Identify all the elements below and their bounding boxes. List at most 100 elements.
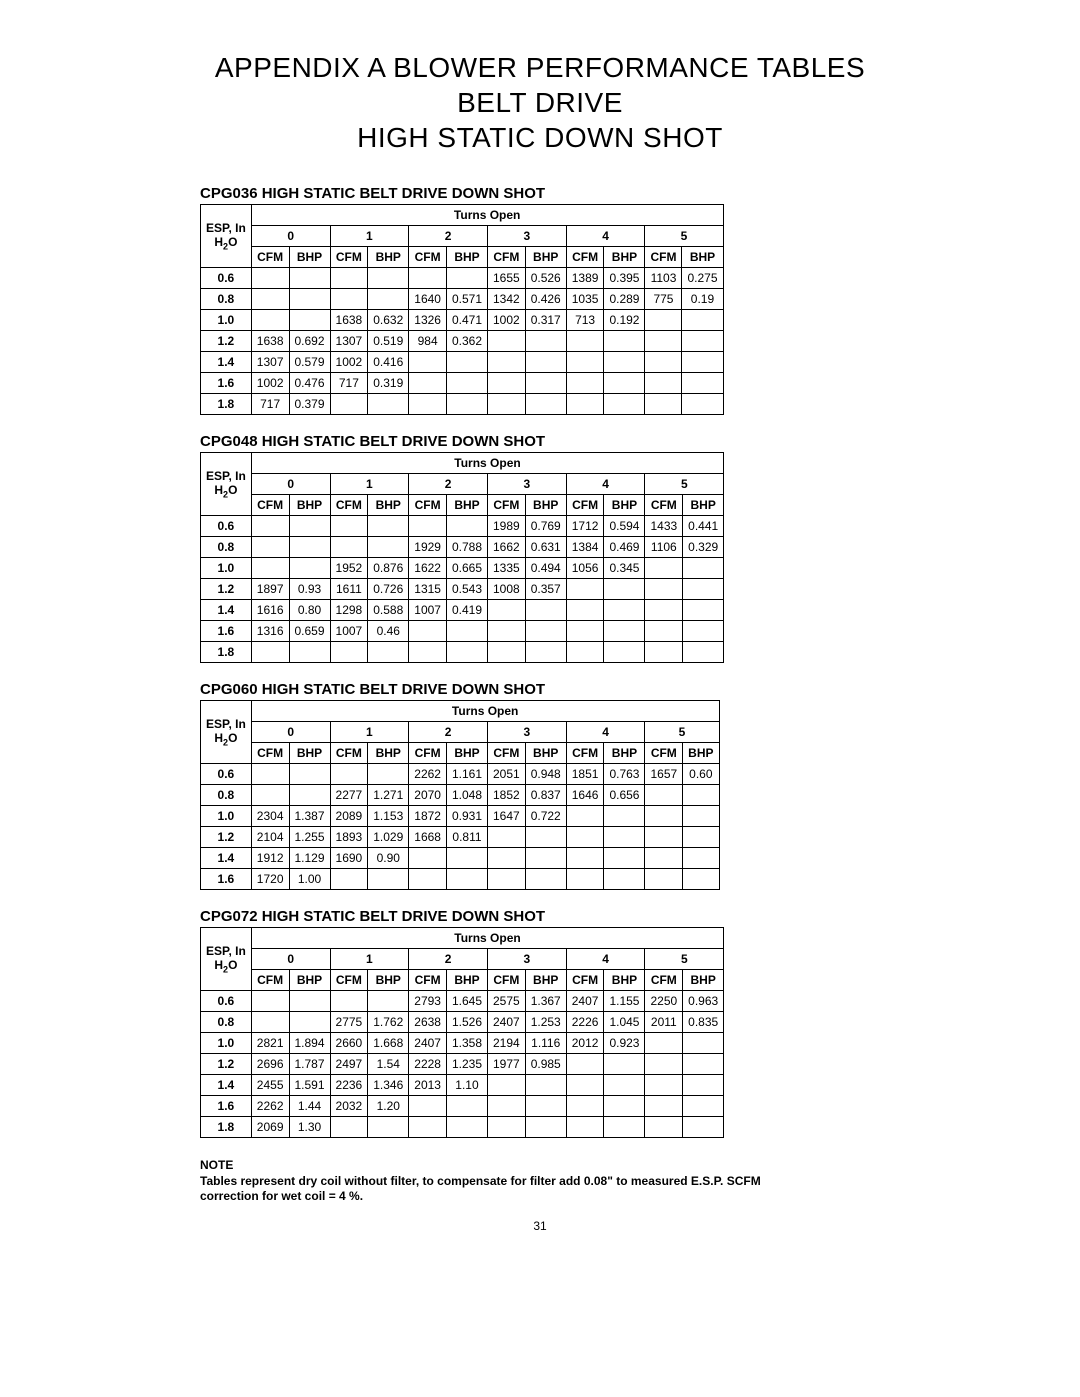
data-cell (251, 642, 289, 663)
data-cell: 1622 (409, 558, 447, 579)
data-cell (682, 310, 723, 331)
esp-value: 1.0 (201, 1033, 252, 1054)
subcol-header: BHP (289, 495, 330, 516)
data-cell (368, 642, 409, 663)
data-cell: 0.665 (446, 558, 487, 579)
table-row: 1.023041.38720891.15318720.93116470.722 (201, 806, 720, 827)
page-title-block: APPENDIX A BLOWER PERFORMANCE TABLES BEL… (60, 50, 1020, 155)
data-cell: 1433 (645, 516, 683, 537)
data-cell (409, 869, 447, 890)
data-cell (645, 1117, 683, 1138)
data-cell (251, 289, 289, 310)
table-row: 1.218970.9316110.72613150.54310080.357 (201, 579, 724, 600)
data-cell (488, 642, 526, 663)
data-cell: 1008 (488, 579, 526, 600)
data-cell: 0.726 (368, 579, 409, 600)
data-cell: 1.387 (289, 806, 330, 827)
data-cell: 1638 (330, 310, 368, 331)
subcol-header: CFM (409, 970, 447, 991)
data-cell (409, 642, 447, 663)
data-cell: 1989 (488, 516, 526, 537)
data-cell (682, 373, 723, 394)
data-cell (645, 621, 683, 642)
subcol-header: CFM (330, 970, 368, 991)
data-cell (289, 991, 330, 1012)
table-row: 1.028211.89426601.66824071.35821941.1162… (201, 1033, 724, 1054)
subcol-header: CFM (330, 247, 368, 268)
data-cell: 2228 (409, 1054, 447, 1075)
data-cell: 1929 (409, 537, 447, 558)
data-cell (683, 558, 724, 579)
data-cell (330, 869, 368, 890)
data-cell: 0.543 (446, 579, 487, 600)
data-cell (604, 373, 645, 394)
data-cell: 1.358 (446, 1033, 487, 1054)
data-cell (645, 1033, 683, 1054)
table-row: 0.6 19890.76917120.59414330.441 (201, 516, 724, 537)
turn-number-header: 3 (488, 474, 567, 495)
data-cell: 1326 (409, 310, 447, 331)
data-cell: 0.659 (289, 621, 330, 642)
data-cell (525, 1117, 566, 1138)
data-cell: 2262 (251, 1096, 289, 1117)
esp-value: 1.6 (201, 373, 252, 394)
data-cell (683, 642, 724, 663)
data-cell (289, 1012, 330, 1033)
subcol-header: BHP (368, 743, 409, 764)
data-cell (488, 352, 526, 373)
data-cell: 1.894 (289, 1033, 330, 1054)
esp-value: 0.8 (201, 1012, 252, 1033)
data-cell: 2069 (251, 1117, 289, 1138)
data-cell: 0.526 (525, 268, 566, 289)
data-cell: 1316 (251, 621, 289, 642)
data-cell (488, 600, 526, 621)
data-cell: 1611 (330, 579, 368, 600)
esp-value: 1.0 (201, 310, 252, 331)
data-cell: 1.30 (289, 1117, 330, 1138)
table-row: 1.216380.69213070.5199840.362 (201, 331, 724, 352)
table-row: 0.8 22771.27120701.04818520.83716460.656 (201, 785, 720, 806)
data-cell (488, 331, 526, 352)
turn-number-header: 5 (645, 474, 724, 495)
data-cell (368, 516, 409, 537)
table-row: 1.820691.30 (201, 1117, 724, 1138)
turn-number-header: 1 (330, 226, 409, 247)
esp-value: 1.4 (201, 1075, 252, 1096)
data-cell (604, 827, 645, 848)
subcol-header: BHP (289, 743, 330, 764)
turn-number-header: 2 (409, 949, 488, 970)
data-cell: 1952 (330, 558, 368, 579)
data-cell (446, 848, 487, 869)
data-cell (289, 268, 330, 289)
data-cell (368, 394, 409, 415)
data-cell: 0.876 (368, 558, 409, 579)
subcol-header: BHP (289, 970, 330, 991)
data-cell (409, 621, 447, 642)
data-cell: 0.357 (525, 579, 566, 600)
turn-number-header: 1 (330, 949, 409, 970)
table-row: 1.424551.59122361.34620131.10 (201, 1075, 724, 1096)
data-cell (368, 289, 409, 310)
esp-value: 1.4 (201, 848, 252, 869)
data-cell (604, 848, 645, 869)
subcol-header: CFM (566, 495, 604, 516)
data-cell: 1007 (330, 621, 368, 642)
turn-number-header: 0 (251, 722, 330, 743)
subcol-header: CFM (645, 495, 683, 516)
data-cell (289, 516, 330, 537)
data-cell (566, 869, 604, 890)
data-cell: 0.345 (604, 558, 645, 579)
data-cell: 1.255 (289, 827, 330, 848)
data-cell (488, 869, 526, 890)
data-cell (604, 352, 645, 373)
data-cell (409, 1096, 447, 1117)
data-cell (604, 331, 645, 352)
data-cell: 1.029 (368, 827, 409, 848)
data-cell: 1.00 (289, 869, 330, 890)
data-cell (368, 268, 409, 289)
data-cell (566, 331, 604, 352)
data-cell (566, 642, 604, 663)
data-cell (446, 394, 487, 415)
table-caption: CPG072 HIGH STATIC BELT DRIVE DOWN SHOT (200, 908, 1020, 925)
data-cell: 2194 (488, 1033, 526, 1054)
